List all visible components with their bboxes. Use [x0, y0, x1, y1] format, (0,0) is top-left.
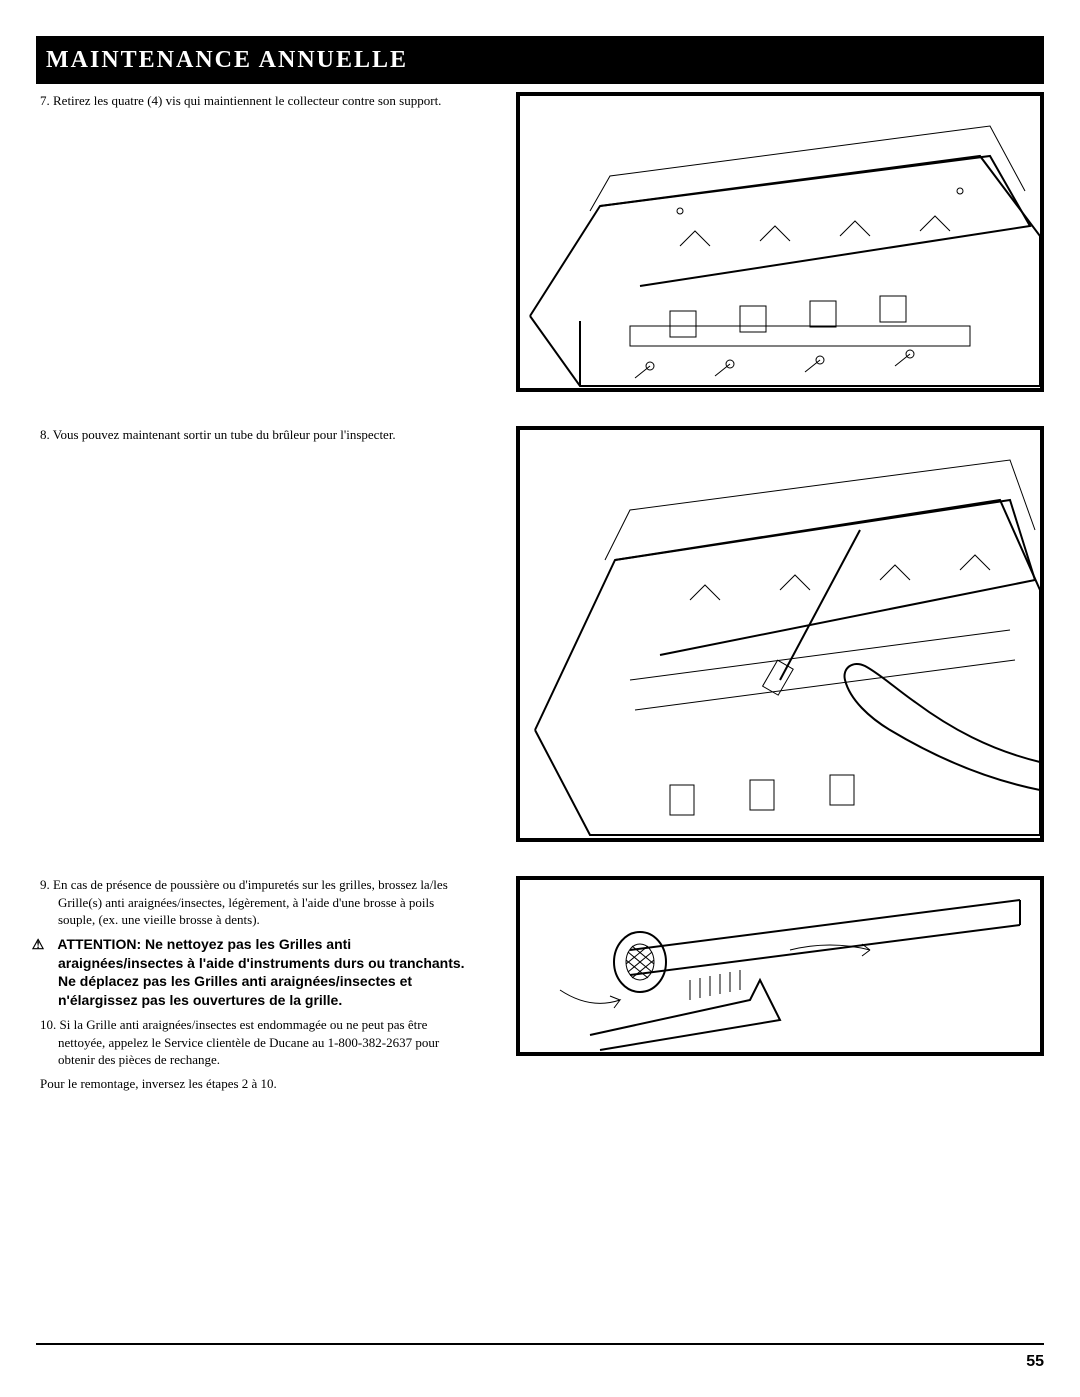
content-area: 7. Retirez les quatre (4) vis qui mainti…: [36, 92, 1044, 1092]
step-8-figure-col: [491, 426, 1044, 842]
step-9-text: En cas de présence de poussière ou d'imp…: [53, 877, 448, 927]
figure-step-9-svg: [520, 880, 1044, 1056]
figure-step-8-svg: [520, 430, 1044, 842]
step-9-10-row: 9. En cas de présence de poussière ou d'…: [36, 876, 1044, 1092]
step-10-text: Si la Grille anti araignées/insectes est…: [58, 1017, 439, 1067]
warning-label: ATTENTION:: [57, 936, 141, 952]
step-7-number: 7.: [40, 93, 50, 108]
step-8-text: Vous pouvez maintenant sortir un tube du…: [53, 427, 396, 442]
step-9-line: 9. En cas de présence de poussière ou d'…: [36, 876, 471, 929]
step-9-figure-col: [491, 876, 1044, 1056]
figure-step-7: [516, 92, 1044, 392]
figure-step-9: [516, 876, 1044, 1056]
step-8-line: 8. Vous pouvez maintenant sortir un tube…: [36, 426, 471, 444]
warning-line2: Ne déplacez pas les Grilles anti araigné…: [58, 973, 412, 1008]
step-7-row: 7. Retirez les quatre (4) vis qui mainti…: [36, 92, 1044, 392]
page-footer: 55: [36, 1343, 1044, 1371]
step-7-line: 7. Retirez les quatre (4) vis qui mainti…: [36, 92, 471, 110]
step-7-text-col: 7. Retirez les quatre (4) vis qui mainti…: [36, 92, 491, 116]
warning-block: ⚠ ATTENTION: Ne nettoyez pas les Grilles…: [36, 935, 471, 1011]
step-8-text-col: 8. Vous pouvez maintenant sortir un tube…: [36, 426, 491, 450]
step-7-figure-col: [491, 92, 1044, 392]
warning-icon: ⚠: [40, 935, 54, 954]
page: MAINTENANCE ANNUELLE 7. Retirez les quat…: [0, 0, 1080, 1397]
section-header-band: MAINTENANCE ANNUELLE: [36, 36, 1044, 84]
figure-step-7-svg: [520, 96, 1044, 392]
step-7-text: Retirez les quatre (4) vis qui maintienn…: [53, 93, 441, 108]
step-9-10-text-col: 9. En cas de présence de poussière ou d'…: [36, 876, 491, 1092]
step-10-line: 10. Si la Grille anti araignées/insectes…: [36, 1016, 471, 1069]
page-number: 55: [1026, 1353, 1044, 1371]
figure-step-8: [516, 426, 1044, 842]
step-8-row: 8. Vous pouvez maintenant sortir un tube…: [36, 426, 1044, 842]
step-10-number: 10.: [40, 1017, 56, 1032]
step-8-number: 8.: [40, 427, 50, 442]
step-9-number: 9.: [40, 877, 50, 892]
section-title: MAINTENANCE ANNUELLE: [46, 47, 408, 74]
reassemble-note: Pour le remontage, inversez les étapes 2…: [36, 1075, 471, 1093]
